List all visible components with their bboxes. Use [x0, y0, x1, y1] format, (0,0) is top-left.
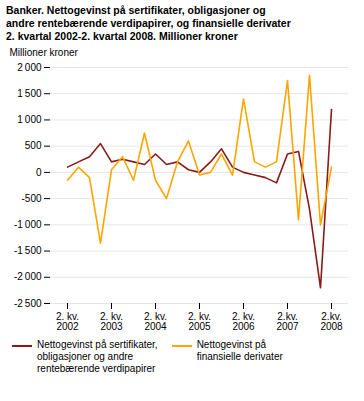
svg-text:-2 500: -2 500 [14, 298, 42, 309]
svg-text:2.kv.2007: 2.kv.2007 [276, 311, 299, 332]
html-text:Nettogevinst på sertifikater,: Nettogevinst på sertifikater, obligasjon… [37, 339, 158, 374]
svg-text:-2 000: -2 000 [14, 271, 42, 282]
svg-text:2. kv.2005: 2. kv.2005 [188, 311, 211, 332]
html-text:Nettogevinst på finansielle de: Nettogevinst på finansielle derivater [196, 339, 283, 362]
html-text:Banker. Nettogevinst på sertif: Banker. Nettogevinst på sertifikater, ob… [6, 4, 291, 42]
svg-text:-1 000: -1 000 [14, 219, 42, 230]
svg-text:-500: -500 [21, 193, 41, 204]
svg-text:2 000: 2 000 [17, 62, 42, 73]
svg-text:1 000: 1 000 [17, 114, 42, 125]
svg-text:-1 500: -1 500 [14, 245, 42, 256]
svg-text:0: 0 [36, 167, 42, 178]
svg-text:2. kv.2003: 2. kv.2003 [100, 311, 123, 332]
svg-text:500: 500 [25, 140, 42, 151]
svg-text:Millioner kroner: Millioner kroner [10, 47, 79, 58]
svg-text:2. kv.2002: 2. kv.2002 [56, 311, 79, 332]
svg-text:2. kv.2004: 2. kv.2004 [144, 311, 167, 332]
svg-text:1 500: 1 500 [17, 88, 42, 99]
svg-text:2. kv.2006: 2. kv.2006 [232, 311, 255, 332]
svg-text:2.kv.2008: 2.kv.2008 [320, 311, 343, 332]
